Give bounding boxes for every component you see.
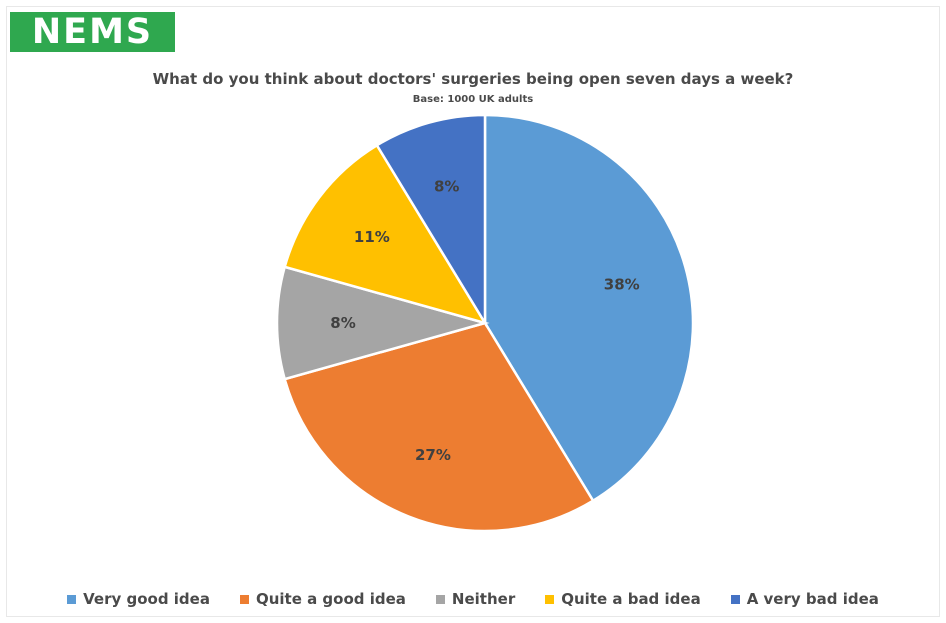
legend-item-very-good-idea: Very good idea [67,590,210,608]
legend-swatch [435,594,445,604]
chart-legend: Very good idea Quite a good idea Neither Qu… [0,590,946,608]
pie-slice-neither [275,265,490,381]
chart-subtitle: Base: 1000 UK adults [412,94,534,105]
legend-swatch [239,594,249,604]
legend-swatch [730,594,740,604]
legend-item-neither: Neither [435,590,516,608]
legend-label: Very good idea [83,590,210,608]
legend-label: Quite a good idea [255,590,406,608]
legend-item-quite-a-good-idea: Quite a good idea [239,590,406,608]
data-label-a-very-bad-idea: 8% [434,177,459,195]
legend-item-a-very-bad-idea: A very bad idea [730,590,879,608]
nems-logo: NEMS [10,12,175,52]
legend-swatch [545,594,555,604]
legend-label: Quite a bad idea [561,590,701,608]
data-label-neither: 8% [330,314,355,332]
legend-label: Neither [451,590,516,608]
pie-slice-quite-a-good-idea [283,321,595,533]
pie-slice-very-good-idea [483,113,695,503]
chart-title: What do you think about doctors' surgeri… [152,70,794,88]
legend-swatch [67,594,77,604]
legend-label: A very bad idea [746,590,879,608]
data-label-quite-a-good-idea: 27% [415,446,451,464]
pie-slice-a-very-bad-idea [375,113,487,328]
pie-slice-quite-a-bad-idea [283,143,488,326]
data-label-very-good-idea: 38% [604,276,640,294]
legend-item-quite-a-bad-idea: Quite a bad idea [545,590,701,608]
data-label-quite-a-bad-idea: 11% [354,228,390,246]
